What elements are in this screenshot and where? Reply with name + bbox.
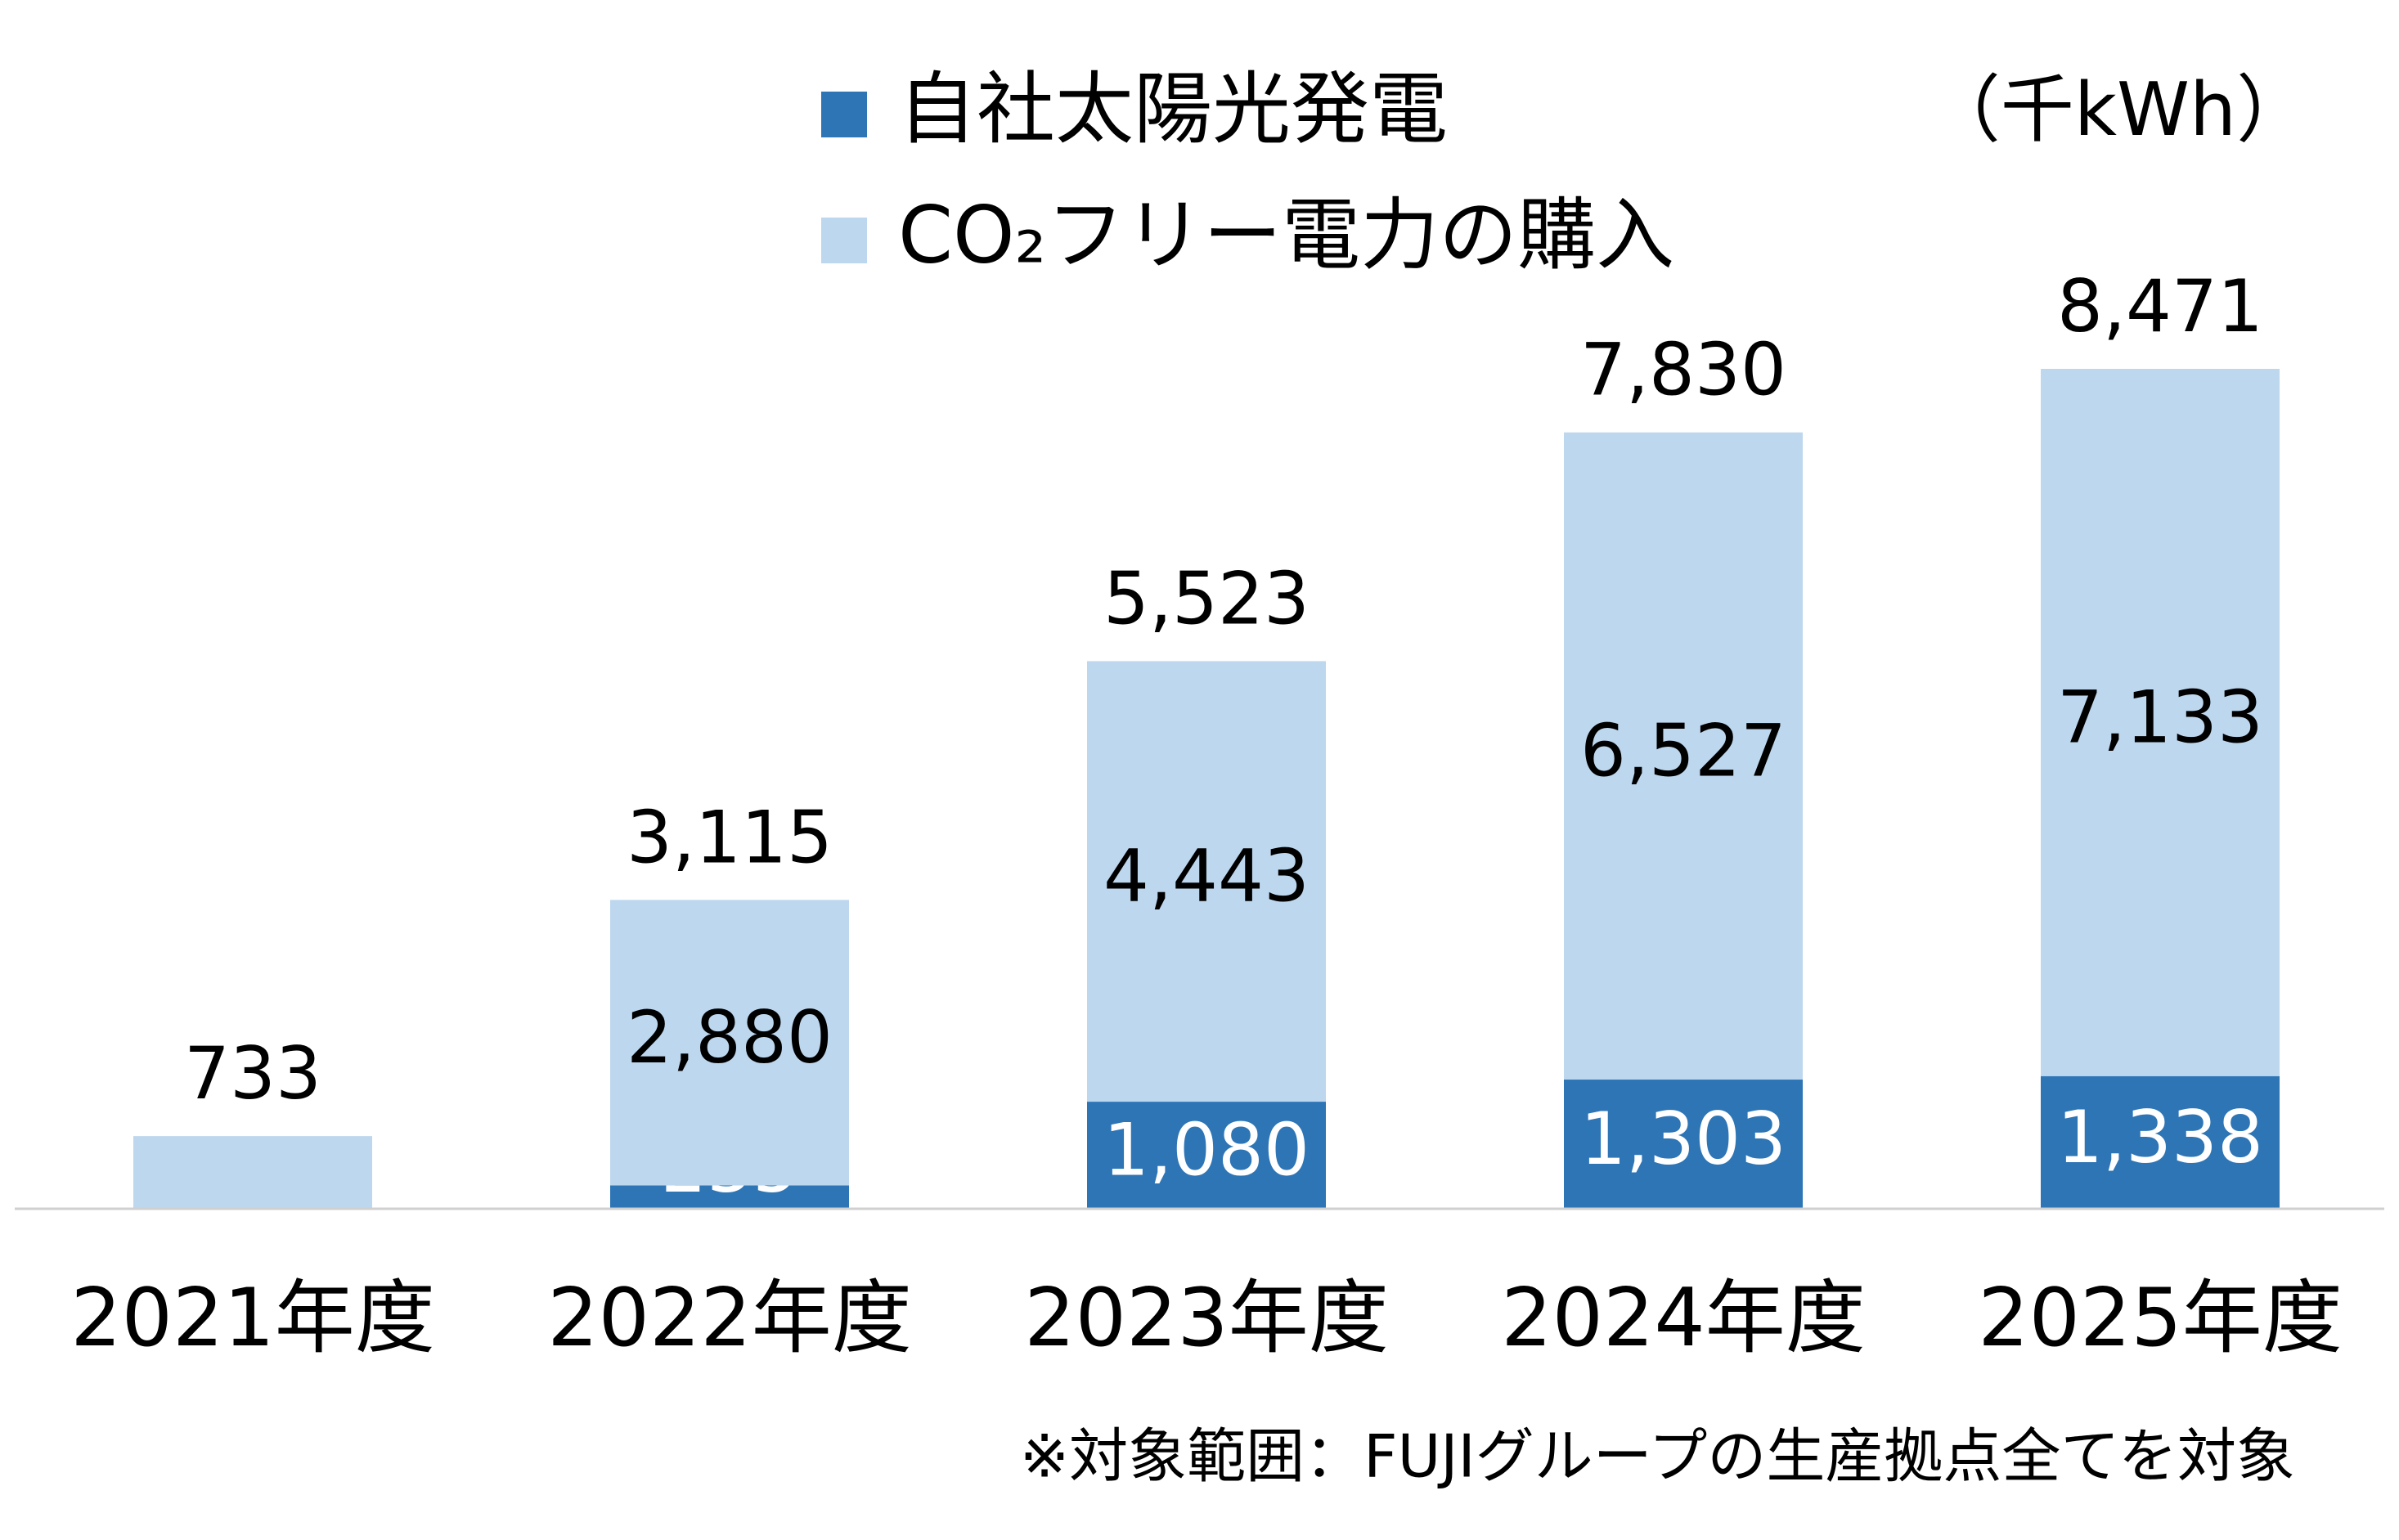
value-label: 1,338	[2057, 1095, 2263, 1179]
value-label: 6,527	[1580, 708, 1786, 792]
bar-segment	[610, 900, 849, 1186]
bar-segment	[1087, 1102, 1326, 1209]
value-label: 4,443	[1103, 834, 1310, 918]
x-tick-label: 2024年度	[1501, 1272, 1865, 1365]
bar-segment	[133, 1136, 372, 1209]
unit-label: （千kWh）	[1927, 67, 2310, 153]
footnote: ※対象範囲：FUJIグループの生産拠点全てを対象	[1020, 1422, 2295, 1491]
value-label: 2,880	[627, 995, 833, 1080]
value-label: 7,133	[2057, 675, 2263, 759]
total-label: 5,523	[1103, 556, 1310, 640]
bar-segment	[2041, 1075, 2280, 1209]
bar-segment	[1087, 661, 1326, 1102]
total-label: 733	[184, 1031, 321, 1116]
value-label: 1,303	[1580, 1097, 1786, 1181]
value-label: 1,080	[1103, 1107, 1310, 1192]
x-tick-label: 2023年度	[1024, 1272, 1388, 1365]
bar-segment	[2041, 369, 2280, 1076]
x-tick-label: 2025年度	[1978, 1272, 2342, 1365]
legend-swatch	[821, 218, 867, 263]
total-label: 8,471	[2057, 264, 2263, 348]
total-label: 7,830	[1580, 328, 1786, 412]
bar-segment	[1564, 432, 1803, 1080]
legend-swatch	[821, 92, 867, 137]
x-tick-label: 2021年度	[70, 1272, 434, 1365]
x-tick-label: 2022年度	[547, 1272, 911, 1365]
bar-segment	[1564, 1080, 1803, 1209]
legend-label: 自社太陽光発電	[898, 63, 1448, 155]
bar-segment	[610, 1185, 849, 1209]
legend-label: CO₂フリー電力の購入	[898, 189, 1674, 281]
total-label: 3,115	[627, 795, 833, 879]
